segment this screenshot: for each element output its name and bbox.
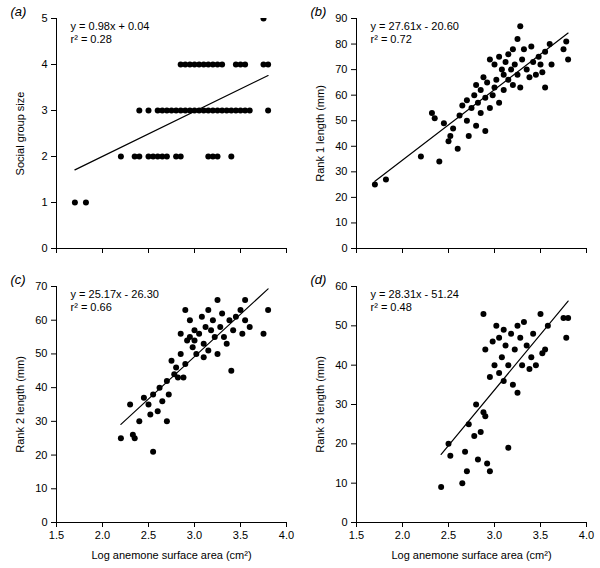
svg-text:2.5: 2.5 [441, 529, 456, 541]
svg-text:60: 60 [35, 314, 47, 326]
svg-text:(c): (c) [11, 272, 26, 287]
svg-text:y = 25.17x - 26.30: y = 25.17x - 26.30 [71, 288, 159, 300]
svg-text:r² = 0.66: r² = 0.66 [71, 301, 112, 313]
svg-text:Log anemone surface area (cm²): Log anemone surface area (cm²) [391, 549, 551, 561]
svg-text:2.5: 2.5 [141, 529, 156, 541]
svg-text:r² = 0.72: r² = 0.72 [371, 33, 412, 45]
svg-text:2: 2 [41, 150, 47, 162]
svg-text:20: 20 [35, 449, 47, 461]
svg-text:10: 10 [335, 216, 347, 228]
svg-text:3.5: 3.5 [533, 529, 548, 541]
svg-text:4.0: 4.0 [279, 529, 294, 541]
svg-text:y = 0.98x + 0.04: y = 0.98x + 0.04 [71, 20, 150, 32]
svg-text:40: 40 [335, 359, 347, 371]
svg-text:10: 10 [35, 482, 47, 494]
svg-text:Social group size: Social group size [14, 92, 26, 176]
svg-text:1.5: 1.5 [49, 529, 64, 541]
svg-text:4.0: 4.0 [579, 529, 594, 541]
svg-text:3: 3 [41, 104, 47, 116]
svg-text:4: 4 [41, 58, 47, 70]
svg-text:10: 10 [335, 477, 347, 489]
svg-text:20: 20 [335, 191, 347, 203]
svg-text:30: 30 [335, 165, 347, 177]
svg-text:(b): (b) [311, 4, 327, 19]
svg-text:2.0: 2.0 [395, 529, 410, 541]
svg-text:y = 27.61x - 20.60: y = 27.61x - 20.60 [371, 20, 459, 32]
svg-text:Rank 2 length (mm): Rank 2 length (mm) [14, 356, 26, 453]
svg-text:(a): (a) [11, 4, 27, 19]
svg-text:3.0: 3.0 [487, 529, 502, 541]
svg-text:0: 0 [41, 242, 47, 254]
svg-text:60: 60 [335, 89, 347, 101]
svg-text:0: 0 [41, 516, 47, 528]
svg-text:1: 1 [41, 196, 47, 208]
svg-text:40: 40 [335, 140, 347, 152]
svg-text:50: 50 [35, 347, 47, 359]
svg-text:30: 30 [335, 398, 347, 410]
svg-text:60: 60 [335, 280, 347, 292]
svg-text:20: 20 [335, 437, 347, 449]
svg-text:(d): (d) [311, 272, 327, 287]
svg-text:Log anemone surface area (cm²): Log anemone surface area (cm²) [91, 549, 251, 561]
svg-text:5: 5 [41, 12, 47, 24]
svg-text:50: 50 [335, 114, 347, 126]
svg-text:3.5: 3.5 [233, 529, 248, 541]
svg-text:0: 0 [341, 516, 347, 528]
svg-text:3.0: 3.0 [187, 529, 202, 541]
svg-text:y = 28.31x - 51.24: y = 28.31x - 51.24 [371, 288, 459, 300]
svg-text:Rank 3 length (mm): Rank 3 length (mm) [314, 356, 326, 453]
svg-text:0: 0 [341, 242, 347, 254]
svg-text:70: 70 [35, 280, 47, 292]
svg-text:Rank 1 length (mm): Rank 1 length (mm) [314, 85, 326, 182]
svg-text:1.5: 1.5 [349, 529, 364, 541]
svg-text:80: 80 [335, 38, 347, 50]
svg-text:2.0: 2.0 [95, 529, 110, 541]
svg-text:30: 30 [35, 415, 47, 427]
svg-text:40: 40 [35, 381, 47, 393]
svg-text:r² = 0.28: r² = 0.28 [71, 33, 112, 45]
svg-text:50: 50 [335, 319, 347, 331]
svg-text:90: 90 [335, 12, 347, 24]
svg-text:70: 70 [335, 63, 347, 75]
svg-text:r² = 0.48: r² = 0.48 [371, 301, 412, 313]
